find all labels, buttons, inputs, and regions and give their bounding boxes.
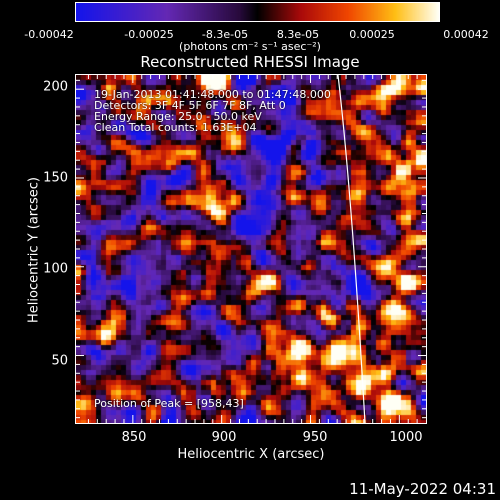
footer-date: 11-May-2022 04:31 <box>349 480 496 498</box>
axis-ticks <box>76 75 426 423</box>
algorithm-label: Clean Total counts: 1.63E+04 <box>94 121 257 134</box>
image-plot: 19-Jan-2013 01:41:48.000 to 01:47:48.000… <box>75 74 427 424</box>
energy-range-label: Energy Range: 25.0 - 50.0 keV <box>94 110 262 123</box>
x-tick-label: 900 <box>211 430 237 445</box>
x-tick-label: 850 <box>121 430 147 445</box>
colorbar-tick-label: -0.00025 <box>124 28 174 41</box>
solar-limb <box>337 75 366 423</box>
limb-line <box>337 75 366 423</box>
colorbar-tick-label: 0.00042 <box>443 28 489 41</box>
colorbar-ticks: -0.00042 -0.00025 -8.3e-05 8.3e-05 0.000… <box>0 0 500 41</box>
x-tick-label: 1000 <box>389 430 423 445</box>
time-range-label: 19-Jan-2013 01:41:48.000 to 01:47:48.000 <box>94 88 331 101</box>
colorbar-tick-label: 0.00025 <box>349 28 395 41</box>
y-tick-label: 200 <box>43 79 68 95</box>
y-tick-label: 150 <box>43 170 68 186</box>
y-tick-label: 50 <box>51 353 68 369</box>
peak-position-label: Position of Peak = [958,43] <box>94 397 244 410</box>
x-axis-label: Heliocentric X (arcsec) <box>177 447 325 462</box>
detectors-label: Detectors: 3F 4F 5F 6F 7F 8F, Att 0 <box>94 99 286 112</box>
colorbar-gradient <box>76 3 439 21</box>
x-tick-label: 950 <box>302 430 328 445</box>
image-title: Reconstructed RHESSI Image <box>140 53 360 71</box>
colorbar-units: (photons cm⁻² s⁻¹ asec⁻²) <box>179 40 321 53</box>
y-axis-label: Heliocentric Y (arcsec) <box>26 177 42 323</box>
colorbar-tick-label: -8.3e-05 <box>201 28 249 41</box>
y-tick-label: 100 <box>43 261 68 277</box>
colorbar-tick-label: -0.00042 <box>24 28 74 41</box>
colorbar-tick-label: 8.3e-05 <box>276 28 320 41</box>
colorbar <box>75 2 440 22</box>
rhessi-image <box>76 75 426 423</box>
